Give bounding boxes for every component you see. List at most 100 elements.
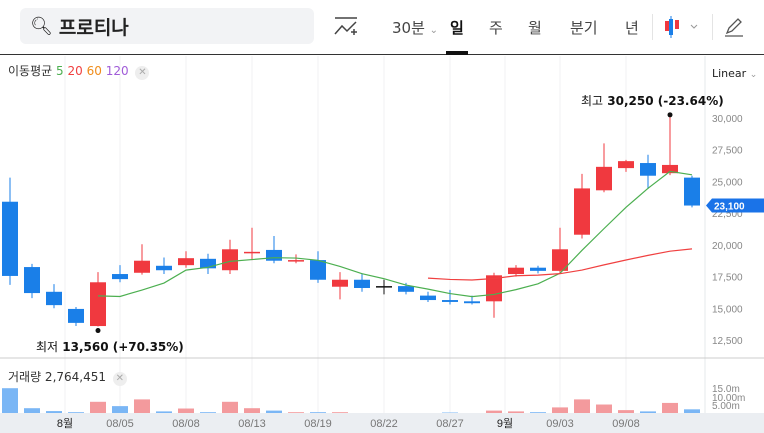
current-price-tag (706, 198, 764, 213)
candle-body (310, 260, 326, 280)
price-tick: 15,000 (712, 304, 743, 315)
volume-bar (156, 411, 172, 413)
candle-body (684, 177, 700, 206)
volume-bar (662, 402, 678, 413)
candle-body (574, 188, 590, 235)
close-icon[interactable]: ✕ (135, 66, 150, 80)
volume-bar (332, 412, 348, 413)
price-tick: 12,500 (712, 336, 743, 347)
interval-year[interactable]: 년 (625, 19, 639, 37)
volume-bar (178, 408, 194, 413)
price-tick: 30,000 (712, 114, 743, 125)
low-note: 최저 13,560 (+70.35%) (36, 340, 184, 354)
interval-week[interactable]: 주 (489, 19, 503, 37)
candle-body (464, 301, 480, 304)
toolbar: 🔍︎ 프로티나 30분 ⌄ 일 주 월 분기 년 (0, 0, 764, 55)
candle-body (288, 260, 304, 262)
divider (712, 14, 713, 40)
volume-bar (244, 408, 260, 413)
candle-body (178, 258, 194, 266)
ma-label: 이동평균 (8, 64, 53, 78)
ma-5: 5 (56, 64, 64, 78)
candle-body (530, 267, 546, 271)
volume-bar (640, 411, 656, 413)
high-marker (667, 112, 673, 118)
candle-body (200, 258, 216, 269)
candle-body (222, 249, 238, 271)
volume-bar (134, 399, 150, 413)
high-note: 최고 30,250 (-23.64%) (581, 94, 724, 108)
price-tick: 17,500 (712, 273, 743, 284)
ma-60: 60 (86, 64, 102, 78)
ma-legend: 이동평균 5 20 60 120 ✕ (8, 62, 150, 80)
price-tick: 25,000 (712, 177, 743, 188)
candle-body (68, 308, 84, 323)
interval-month[interactable]: 월 (528, 19, 542, 37)
candle-body (24, 267, 40, 294)
close-icon[interactable]: ✕ (112, 372, 127, 386)
candle-body (266, 249, 282, 261)
candle-body (618, 161, 634, 169)
candle-body (332, 279, 348, 287)
volume-bar (222, 401, 238, 413)
candle-body (244, 251, 260, 254)
volume-bar (552, 407, 568, 413)
candle-body (2, 201, 18, 276)
active-tab-indicator (446, 51, 468, 55)
search-input[interactable]: 🔍︎ 프로티나 (20, 8, 314, 44)
volume-bar (508, 411, 524, 413)
ma-20: 20 (67, 64, 83, 78)
volume-bar (24, 408, 40, 413)
candlestick-icon[interactable] (664, 15, 698, 43)
volume-bar (288, 412, 304, 413)
pencil-icon[interactable] (724, 16, 744, 42)
low-marker (95, 328, 101, 334)
volume-bar (200, 412, 216, 413)
volume-tick: 15.0m (712, 384, 740, 395)
volume-bar (618, 410, 634, 413)
price-tick: 22,500 (712, 209, 743, 220)
candle-body (90, 282, 106, 327)
volume-bar (530, 412, 546, 413)
candle-body (134, 260, 150, 273)
scale-select[interactable]: Linear ⌄ (712, 67, 758, 80)
candle-body (46, 291, 62, 306)
interval-day[interactable]: 일 (450, 19, 464, 37)
candle-body (552, 249, 568, 271)
volume-bar (112, 406, 128, 413)
interval-quarter[interactable]: 분기 (570, 19, 598, 37)
volume-tick: 10.00m (712, 393, 745, 404)
candle-body (112, 274, 128, 280)
volume-bar (90, 401, 106, 413)
candle-body (596, 166, 612, 191)
candle-body (508, 267, 524, 275)
ma-120: 120 (105, 64, 129, 78)
volume-bar (68, 412, 84, 413)
candle-body (640, 163, 656, 176)
divider (652, 14, 653, 40)
volume-legend: 거래량 2,764,451 ✕ (8, 368, 127, 386)
volume-bar (2, 388, 18, 413)
stock-name: 프로티나 (58, 16, 129, 39)
volume-bar (486, 410, 502, 413)
volume-bar (574, 399, 590, 413)
candle-body (398, 286, 414, 292)
ma20-line (427, 248, 693, 281)
volume-bar (266, 410, 282, 413)
search-icon: 🔍︎ (30, 15, 53, 37)
candle-body (376, 286, 392, 288)
interval-30min[interactable]: 30분 ⌄ (392, 19, 439, 37)
candle-body (662, 164, 678, 174)
volume-tick: 5.00m (712, 401, 740, 412)
price-tick: 20,000 (712, 241, 743, 252)
volume-bar (46, 411, 62, 413)
volume-bar (310, 412, 326, 413)
add-indicator-icon[interactable] (334, 16, 358, 42)
candle-body (354, 279, 370, 288)
price-tick: 27,500 (712, 146, 743, 157)
date-axis (0, 413, 764, 433)
candle-body (420, 295, 436, 301)
volume-bar (596, 404, 612, 413)
candle-body (442, 300, 458, 302)
